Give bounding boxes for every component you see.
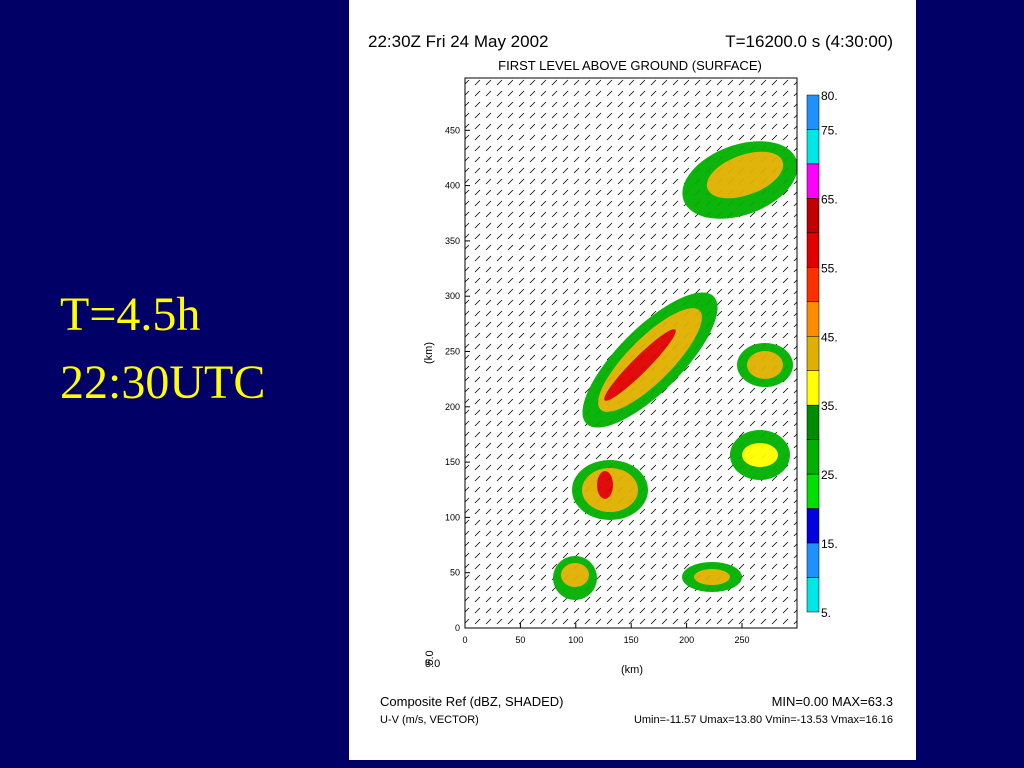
colorbar-label: 45. xyxy=(821,330,838,344)
plot-header-left: 22:30Z Fri 24 May 2002 xyxy=(368,32,548,51)
x-tick-label: 200 xyxy=(679,635,694,645)
colorbar-label: 15. xyxy=(821,537,838,551)
caption-line: 22:30UTC xyxy=(60,356,265,409)
x-tick-label: 100 xyxy=(568,635,583,645)
colorbar-segment xyxy=(806,577,820,613)
colorbar-segment xyxy=(806,439,820,475)
plot-header-right: T=16200.0 s (4:30:00) xyxy=(725,32,893,51)
y-tick-label: 300 xyxy=(445,291,460,301)
y-tick-label: 50 xyxy=(450,568,460,578)
reflectivity-field xyxy=(465,78,797,628)
colorbar-segment xyxy=(806,542,820,578)
footer-vector-right: Umin=-11.57 Umax=13.80 Vmin=-13.53 Vmax=… xyxy=(634,714,893,726)
y-tick-label: 400 xyxy=(445,181,460,191)
footer-field-right: MIN=0.00 MAX=63.3 xyxy=(772,694,893,709)
caption-line: T=4.5h xyxy=(60,288,200,341)
colorbar-label: 65. xyxy=(821,192,838,206)
y-tick-label: 200 xyxy=(445,402,460,412)
plot-subtitle: FIRST LEVEL ABOVE GROUND (SURFACE) xyxy=(498,58,762,73)
plot-axes: 0 50 100 150 200 250 300 350 400 450 0 50 100 150 200 2… xyxy=(445,89,838,645)
colorbar-label: 5. xyxy=(821,606,831,620)
footer-vector-left: U-V (m/s, VECTOR) xyxy=(380,714,479,726)
y-tick-label: 250 xyxy=(445,347,460,357)
colorbar-label: 75. xyxy=(821,123,838,137)
colorbar-segment xyxy=(806,232,820,268)
colorbar-segment xyxy=(806,163,820,199)
y-axis-label: (km) xyxy=(423,342,435,364)
footer-field-left: Composite Ref (dBZ, SHADED) xyxy=(380,694,564,709)
colorbar-segment xyxy=(806,336,820,371)
colorbar-segment xyxy=(806,198,820,234)
colorbar-segment xyxy=(806,94,820,130)
x-tick-label: 0 xyxy=(462,635,467,645)
colorbar-label: 35. xyxy=(821,399,838,413)
x-tick-label: 250 xyxy=(734,635,749,645)
colorbar-segment xyxy=(806,267,820,303)
colorbar-segment xyxy=(806,301,820,337)
colorbar-segment xyxy=(806,473,820,509)
colorbar-label: 25. xyxy=(821,468,838,482)
y-tick-label: 0 xyxy=(455,623,460,633)
y-tick-label: 150 xyxy=(445,457,460,467)
x-tick-label: 150 xyxy=(624,635,639,645)
x-tick-label: 50 xyxy=(515,635,525,645)
colorbar-label: 80. xyxy=(821,89,838,103)
x-axis-label: (km) xyxy=(621,664,643,676)
colorbar-segment xyxy=(806,129,820,165)
corner-label: 5.0 xyxy=(424,650,436,665)
colorbar-label: 55. xyxy=(821,261,838,275)
colorbar-segment xyxy=(806,508,820,544)
y-tick-label: 350 xyxy=(445,236,460,246)
colorbar-segment xyxy=(806,370,820,406)
y-tick-label: 450 xyxy=(445,125,460,135)
colorbar-segment xyxy=(806,404,820,440)
corner-label: 5.0 xyxy=(425,658,440,670)
y-tick-label: 100 xyxy=(445,512,460,522)
